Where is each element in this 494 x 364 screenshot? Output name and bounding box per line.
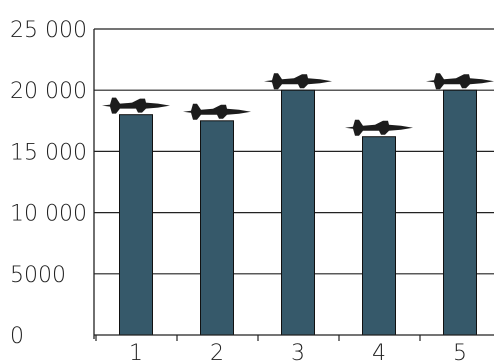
aircraft-icons xyxy=(102,73,494,136)
x-tick-label: 1 xyxy=(129,341,143,364)
bar xyxy=(443,89,477,336)
fighter-jet-icon xyxy=(345,119,413,136)
bar xyxy=(281,89,315,336)
y-tick-label: 10 000 xyxy=(10,202,87,227)
bar xyxy=(362,136,396,336)
y-tick-label: 20 000 xyxy=(10,79,87,104)
y-tick-label: 15 000 xyxy=(10,140,87,165)
bar xyxy=(200,120,234,336)
fighter-jet-icon xyxy=(102,97,170,114)
x-tick-label: 5 xyxy=(453,341,467,364)
fighter-jet-icon xyxy=(264,73,332,90)
y-tick-label: 5000 xyxy=(10,263,66,288)
fighter-jet-icon xyxy=(426,73,494,90)
x-tick-label: 4 xyxy=(372,341,386,364)
x-tick-label: 2 xyxy=(210,341,224,364)
bars xyxy=(119,89,477,336)
x-tick-label: 3 xyxy=(291,341,305,364)
bar xyxy=(119,114,153,336)
y-axis: 0 5000 10 000 15 000 20 000 25 000 xyxy=(10,18,95,349)
x-axis: 1 2 3 4 5 xyxy=(94,334,494,364)
fighter-jet-icon xyxy=(183,103,251,120)
y-tick-label: 25 000 xyxy=(10,18,87,43)
y-tick-label: 0 xyxy=(10,324,24,349)
